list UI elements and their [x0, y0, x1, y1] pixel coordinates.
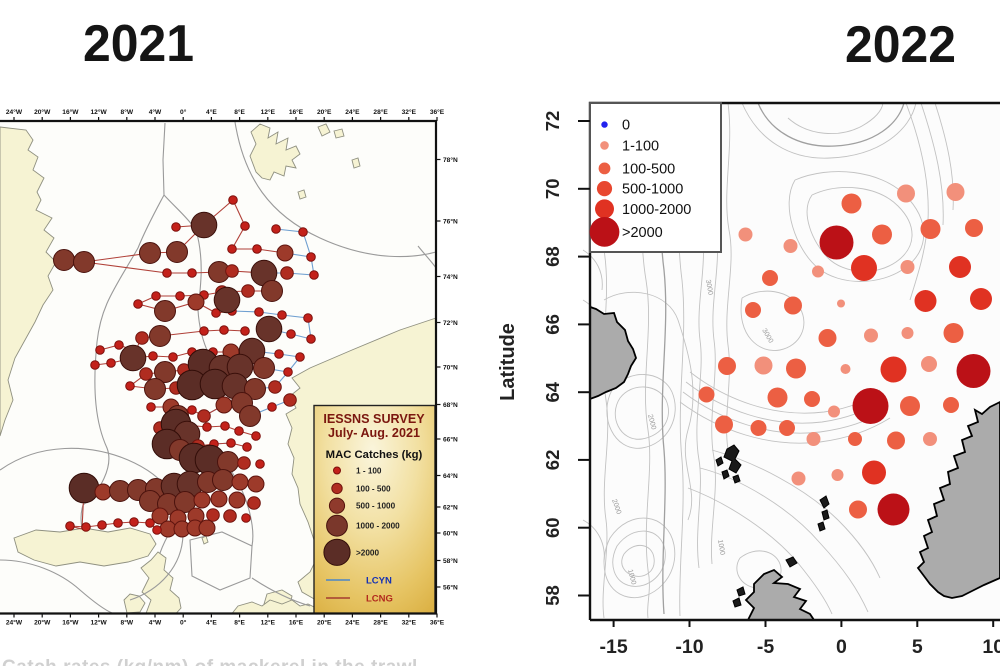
svg-text:72°N: 72°N: [443, 319, 458, 327]
svg-text:66°N: 66°N: [443, 435, 458, 443]
svg-text:60: 60: [542, 517, 563, 538]
svg-text:1000: 1000: [626, 569, 637, 586]
svg-text:24°E: 24°E: [345, 108, 360, 116]
svg-text:20°W: 20°W: [34, 108, 51, 116]
svg-text:32°E: 32°E: [402, 108, 417, 116]
svg-text:56°N: 56°N: [443, 583, 458, 591]
svg-text:4°E: 4°E: [206, 619, 217, 627]
svg-text:8°W: 8°W: [121, 108, 134, 116]
svg-text:20°W: 20°W: [34, 619, 51, 627]
svg-text:0°: 0°: [180, 619, 187, 627]
svg-text:16°E: 16°E: [289, 619, 304, 627]
svg-text:1-100: 1-100: [622, 138, 659, 154]
svg-text:12°E: 12°E: [261, 619, 276, 627]
svg-text:70: 70: [542, 179, 563, 200]
svg-text:68°N: 68°N: [443, 401, 458, 409]
svg-text:0: 0: [836, 636, 847, 658]
svg-text:100-500: 100-500: [622, 161, 675, 177]
svg-text:28°E: 28°E: [373, 619, 388, 627]
svg-text:100 - 500: 100 - 500: [356, 484, 391, 493]
svg-text:74°N: 74°N: [443, 273, 458, 281]
svg-text:Latitude: Latitude: [497, 323, 519, 401]
svg-text:32°E: 32°E: [402, 619, 417, 627]
svg-text:1000 - 2000: 1000 - 2000: [356, 522, 400, 531]
svg-text:64°N: 64°N: [443, 472, 458, 480]
svg-text:1000: 1000: [716, 539, 726, 556]
svg-text:12°E: 12°E: [261, 108, 276, 116]
svg-text:76°N: 76°N: [443, 217, 458, 225]
svg-text:78°N: 78°N: [443, 156, 458, 164]
svg-text:July- Aug. 2021: July- Aug. 2021: [328, 426, 420, 440]
svg-text:3000: 3000: [704, 279, 714, 296]
svg-text:LCNG: LCNG: [366, 594, 393, 605]
svg-text:62°N: 62°N: [443, 503, 458, 511]
svg-text:-15: -15: [600, 636, 628, 658]
svg-text:58°N: 58°N: [443, 557, 458, 565]
svg-text:8°E: 8°E: [234, 619, 245, 627]
svg-text:1000-2000: 1000-2000: [622, 202, 691, 218]
svg-text:8°E: 8°E: [234, 108, 245, 116]
svg-text:24°W: 24°W: [6, 619, 23, 627]
svg-text:24°W: 24°W: [6, 108, 23, 116]
svg-text:4°W: 4°W: [149, 108, 162, 116]
svg-text:8°W: 8°W: [121, 619, 134, 627]
svg-text:36°E: 36°E: [430, 108, 445, 116]
svg-text:-5: -5: [757, 636, 774, 658]
svg-text:500-1000: 500-1000: [622, 182, 683, 198]
svg-text:20°E: 20°E: [317, 619, 332, 627]
svg-text:>2000: >2000: [356, 548, 379, 557]
svg-text:12°W: 12°W: [90, 108, 107, 116]
svg-text:62: 62: [542, 450, 563, 471]
svg-text:72: 72: [542, 111, 563, 132]
svg-text:12°W: 12°W: [90, 619, 107, 627]
svg-text:24°E: 24°E: [345, 619, 360, 627]
svg-text:4°E: 4°E: [206, 108, 217, 116]
svg-text:2000: 2000: [610, 498, 622, 515]
svg-text:20°E: 20°E: [317, 108, 332, 116]
svg-text:10: 10: [982, 636, 1000, 658]
svg-text:>2000: >2000: [622, 225, 663, 241]
svg-text:16°W: 16°W: [62, 108, 79, 116]
svg-text:66: 66: [542, 314, 563, 335]
svg-text:500 - 1000: 500 - 1000: [356, 502, 396, 511]
svg-text:4°W: 4°W: [149, 619, 162, 627]
svg-text:70°N: 70°N: [443, 363, 458, 371]
svg-text:16°E: 16°E: [289, 108, 304, 116]
svg-text:64: 64: [542, 381, 563, 402]
svg-text:MAC Catches (kg): MAC Catches (kg): [326, 449, 423, 461]
svg-text:60°N: 60°N: [443, 529, 458, 537]
svg-text:16°W: 16°W: [62, 619, 79, 627]
svg-text:68: 68: [542, 246, 563, 267]
svg-text:0: 0: [622, 118, 630, 134]
svg-text:LCYN: LCYN: [366, 576, 392, 587]
svg-text:0°: 0°: [180, 108, 187, 116]
svg-text:58: 58: [542, 585, 563, 606]
svg-text:IESSNS SURVEY: IESSNS SURVEY: [323, 412, 425, 426]
svg-text:-10: -10: [675, 636, 703, 658]
svg-text:2000: 2000: [646, 414, 657, 431]
svg-text:28°E: 28°E: [373, 108, 388, 116]
svg-text:5: 5: [912, 636, 923, 658]
svg-text:1 - 100: 1 - 100: [356, 467, 382, 476]
svg-text:36°E: 36°E: [430, 619, 445, 627]
